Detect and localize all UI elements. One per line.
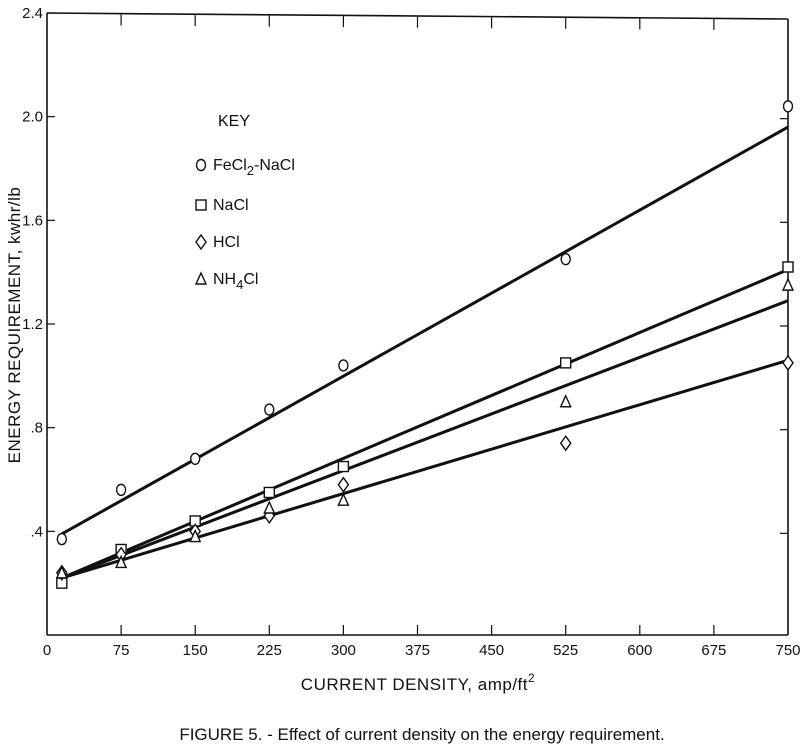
fit-lines (61, 125, 789, 580)
triangle-marker-icon (781, 277, 795, 291)
x-tick-label: 525 (553, 642, 578, 659)
y-tick-label: .8 (30, 420, 43, 437)
fit-line-square (61, 268, 789, 580)
y-tick-label: 2.0 (22, 109, 43, 126)
circle-marker-icon (560, 253, 571, 266)
fit-line-triangle (61, 299, 789, 580)
triangle-marker-icon (559, 394, 572, 408)
triangle-marker-icon (337, 492, 350, 506)
x-tick-label: 225 (257, 642, 282, 659)
legend: KEY FeCl2-NaCl NaCl HCl NH4Cl (194, 113, 295, 292)
diamond-marker-icon (337, 476, 350, 493)
circle-marker-icon (189, 452, 201, 465)
y-tick-label: .4 (30, 523, 43, 540)
square-marker-icon (782, 261, 794, 273)
data-markers (55, 100, 795, 589)
x-tick-label: 75 (113, 642, 130, 659)
legend-label: NH4Cl (213, 271, 258, 292)
x-tick-label: 675 (701, 642, 726, 659)
triangle-legend-icon (194, 271, 208, 285)
diamond-marker-icon (782, 354, 794, 372)
triangle-marker-icon (263, 500, 276, 514)
triangle-marker-icon (115, 554, 128, 569)
fit-line-circle (61, 125, 789, 536)
x-axis-ticks: 0 75 150 225 300 375 450 525 600 675 750 (43, 14, 800, 659)
y-axis-ticks: .4 .8 1.2 1.6 2.0 2.4 (22, 5, 788, 540)
x-axis-title-text: CURRENT DENSITY, amp/ft (301, 675, 528, 694)
y-tick-label: 2.4 (22, 5, 43, 22)
legend-label: NaCl (213, 197, 249, 214)
x-axis-title-superscript: 2 (528, 671, 535, 685)
x-tick-label: 450 (479, 642, 504, 659)
legend-item: NH4Cl (194, 271, 258, 292)
circle-marker-icon (782, 100, 794, 113)
circle-marker-icon (264, 403, 275, 416)
x-tick-label: 0 (43, 642, 51, 659)
legend-items: FeCl2-NaCl NaCl HCl NH4Cl (194, 157, 295, 292)
x-tick-label: 600 (627, 642, 652, 659)
legend-label: FeCl2-NaCl (213, 157, 295, 178)
x-tick-label: 300 (331, 642, 356, 659)
figure-caption: FIGURE 5. - Effect of current density on… (179, 725, 664, 744)
triangle-marker-icon (189, 528, 202, 543)
legend-item: HCl (195, 233, 240, 251)
x-tick-label: 750 (775, 642, 800, 659)
diamond-marker-icon (559, 435, 572, 452)
circle-legend-icon (195, 158, 207, 172)
legend-item: FeCl2-NaCl (195, 157, 295, 178)
legend-title: KEY (218, 113, 250, 130)
x-axis-title: CURRENT DENSITY, amp/ft2 (301, 671, 535, 694)
y-tick-label: 1.2 (22, 316, 43, 333)
circle-marker-icon (56, 532, 68, 546)
x-tick-label: 150 (183, 642, 208, 659)
square-marker-icon (263, 486, 275, 499)
top-border-line (46, 12, 789, 20)
legend-item: NaCl (195, 197, 249, 214)
fit-line-diamond (61, 358, 789, 580)
y-tick-label: 1.6 (22, 212, 43, 229)
circle-marker-icon (115, 483, 127, 497)
square-marker-icon (560, 357, 572, 369)
circle-marker-icon (338, 359, 349, 372)
diamond-legend-icon (195, 233, 207, 251)
y-axis-title: ENERGY REQUIREMENT, kwhr/lb (5, 187, 24, 464)
triangle-marker-icon (55, 565, 68, 579)
square-legend-icon (195, 199, 207, 211)
x-tick-label: 375 (405, 642, 430, 659)
legend-label: HCl (213, 234, 240, 251)
square-marker-icon (337, 460, 350, 473)
